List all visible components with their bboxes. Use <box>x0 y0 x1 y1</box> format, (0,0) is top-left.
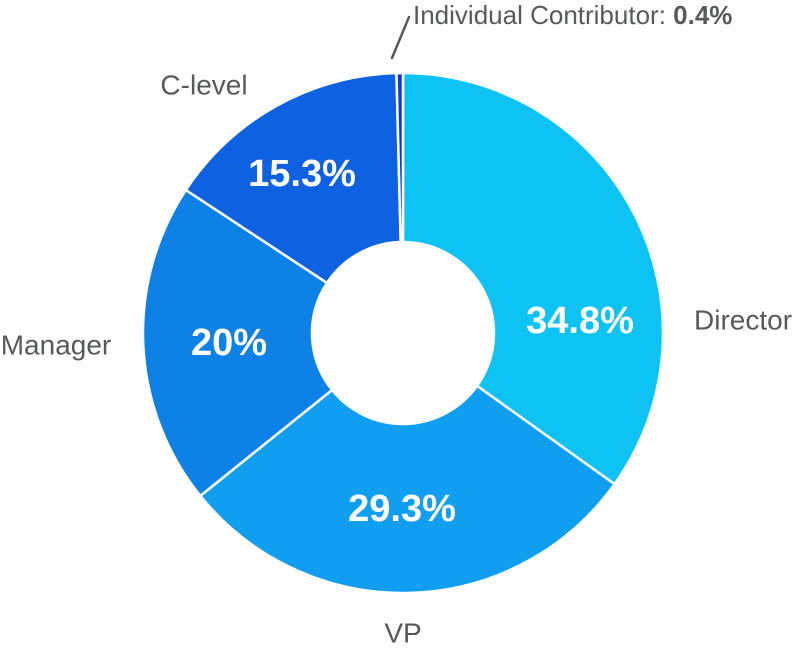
slice-c-level <box>184 71 402 285</box>
annotation-value: 0.4% <box>673 0 733 30</box>
value-label-director: 34.8% <box>526 300 634 342</box>
category-label-vp: VP <box>384 618 421 649</box>
value-label-c-level: 15.3% <box>248 153 356 195</box>
value-label-manager: 20% <box>191 322 267 364</box>
slice-manager <box>141 188 334 498</box>
category-label-manager: Manager <box>1 330 112 361</box>
annotation-label: Individual Contributor: <box>413 0 674 30</box>
slice-vp <box>199 384 616 595</box>
slice-director <box>401 71 665 486</box>
category-label-director: Director <box>694 305 792 336</box>
category-label-c-level: C-level <box>160 70 247 101</box>
annotation-individual-contributor: Individual Contributor: 0.4% <box>413 1 732 30</box>
value-label-vp: 29.3% <box>348 488 456 530</box>
slice-individual-contributor <box>395 71 405 244</box>
annotation-leader-line <box>390 15 411 60</box>
